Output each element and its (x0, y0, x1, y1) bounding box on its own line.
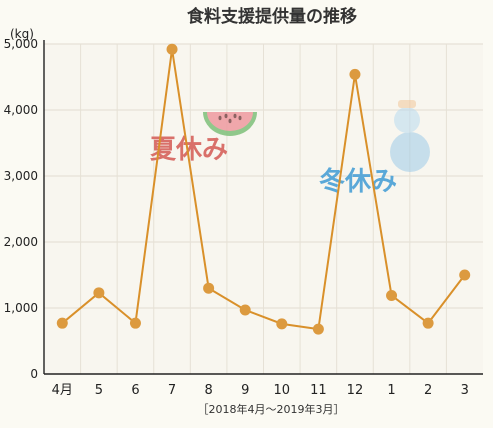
series-line (61, 49, 466, 331)
y-tick-label: 1,000 (4, 301, 38, 315)
data-point (166, 43, 178, 55)
x-tick-label: 3 (461, 383, 469, 398)
x-tick-label: 2 (424, 383, 432, 398)
y-tick-label: 4,000 (4, 103, 38, 117)
y-tick-label: 3,000 (4, 169, 38, 183)
x-tick-label: 4月 (52, 383, 73, 398)
y-tick-label: 0 (30, 367, 38, 381)
x-tick-label: 6 (131, 383, 139, 398)
x-tick-label: 8 (204, 383, 212, 398)
data-point (93, 287, 105, 299)
data-point (386, 289, 398, 301)
x-tick-label: 7 (168, 383, 176, 398)
snowman-icon (390, 100, 430, 172)
data-point (129, 317, 141, 329)
data-point (239, 304, 251, 316)
watermelon-icon (203, 112, 257, 136)
x-tick-label: 10 (274, 383, 291, 398)
chart-title: 食料支援提供量の推移 (187, 6, 357, 27)
data-point (276, 318, 288, 330)
x-tick-label: 11 (310, 383, 327, 398)
data-point (56, 317, 68, 329)
data-point (312, 323, 324, 335)
y-tick-label: 5,000 (4, 37, 38, 51)
x-tick-label: 5 (95, 383, 103, 398)
data-point (203, 282, 215, 294)
data-point (422, 317, 434, 329)
annotation-winter-label: 冬休み (319, 167, 397, 197)
period-note: ［2018年4月〜2019年3月］ (198, 402, 345, 416)
data-point (459, 269, 471, 281)
x-tick-label: 1 (387, 383, 395, 398)
x-tick-label: 9 (241, 383, 249, 398)
data-point (349, 68, 361, 80)
y-tick-label: 2,000 (4, 235, 38, 249)
x-tick-label: 12 (347, 383, 364, 398)
y-axis-unit-label: (kg) (10, 27, 34, 41)
